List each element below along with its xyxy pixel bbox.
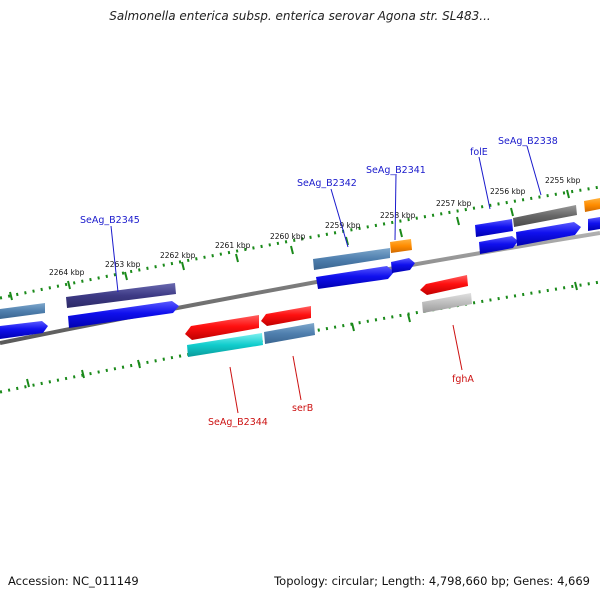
- gene-feature[interactable]: [313, 248, 390, 270]
- gene-feature[interactable]: [66, 283, 176, 308]
- gene-feature[interactable]: [0, 303, 45, 319]
- forward-features-outer[interactable]: [0, 198, 600, 319]
- reverse-features-inner[interactable]: [185, 275, 468, 340]
- tick-label: 2261 kbp: [215, 241, 251, 250]
- gene-feature[interactable]: [264, 323, 315, 344]
- gene-feature[interactable]: [584, 198, 600, 212]
- label-leader-lines: [110, 145, 542, 414]
- gene-feature[interactable]: [479, 236, 518, 254]
- gene-feature[interactable]: [316, 266, 394, 289]
- tick-label: 2256 kbp: [490, 187, 526, 196]
- gene-feature[interactable]: [588, 217, 600, 231]
- genome-backbone: [0, 231, 600, 345]
- gene-label[interactable]: folE: [470, 147, 488, 158]
- gene-feature[interactable]: [68, 301, 179, 328]
- gene-label[interactable]: SeAg_B2342: [297, 178, 357, 189]
- map-title: Salmonella enterica subsp. enterica sero…: [109, 9, 491, 23]
- leader-line: [330, 188, 349, 248]
- leader-line: [229, 366, 239, 414]
- leader-line: [394, 173, 397, 241]
- accession-text: Accession: NC_011149: [8, 574, 139, 588]
- gene-label[interactable]: SeAg_B2338: [498, 136, 558, 147]
- gene-label[interactable]: SeAg_B2344: [208, 417, 268, 428]
- gene-label[interactable]: serB: [292, 403, 313, 414]
- gene-feature[interactable]: [391, 258, 415, 273]
- gene-feature[interactable]: [422, 293, 472, 313]
- gene-feature[interactable]: [516, 222, 581, 246]
- tick-label: 2258 kbp: [380, 211, 416, 220]
- gene-feature[interactable]: [185, 315, 259, 340]
- gene-feature[interactable]: [475, 219, 513, 237]
- gene-feature[interactable]: [261, 306, 311, 326]
- leader-line: [526, 145, 542, 196]
- genome-info-text: Topology: circular; Length: 4,798,660 bp…: [274, 574, 590, 588]
- reverse-features-outer[interactable]: [187, 293, 472, 357]
- gene-feature[interactable]: [420, 275, 468, 295]
- major-ticks: [9, 189, 578, 388]
- tick-label: 2260 kbp: [270, 232, 306, 241]
- gene-feature[interactable]: [0, 321, 48, 339]
- tick-label: 2255 kbp: [545, 176, 581, 185]
- gene-label[interactable]: SeAg_B2345: [80, 215, 140, 226]
- tick-label: 2264 kbp: [49, 268, 85, 277]
- tick-label: 2259 kbp: [325, 221, 361, 230]
- leader-line: [292, 355, 302, 401]
- tick-label: 2263 kbp: [105, 260, 141, 269]
- scale-tick-labels: 2255 kbp 2256 kbp 2257 kbp 2258 kbp 2259…: [49, 176, 581, 277]
- reverse-gene-labels: SeAg_B2344 serB fghA: [208, 374, 474, 428]
- gene-feature[interactable]: [187, 333, 263, 357]
- leader-line: [110, 225, 119, 293]
- forward-features-inner[interactable]: [0, 217, 600, 339]
- leader-line: [478, 156, 491, 210]
- gene-label[interactable]: fghA: [452, 374, 474, 385]
- tick-label: 2262 kbp: [160, 251, 196, 260]
- leader-line: [452, 324, 463, 371]
- gene-feature[interactable]: [390, 239, 412, 253]
- gene-label[interactable]: SeAg_B2341: [366, 165, 426, 176]
- forward-gene-labels: SeAg_B2345 SeAg_B2342 SeAg_B2341 folE Se…: [80, 136, 558, 226]
- gene-feature[interactable]: [513, 205, 577, 227]
- tick-label: 2257 kbp: [436, 199, 472, 208]
